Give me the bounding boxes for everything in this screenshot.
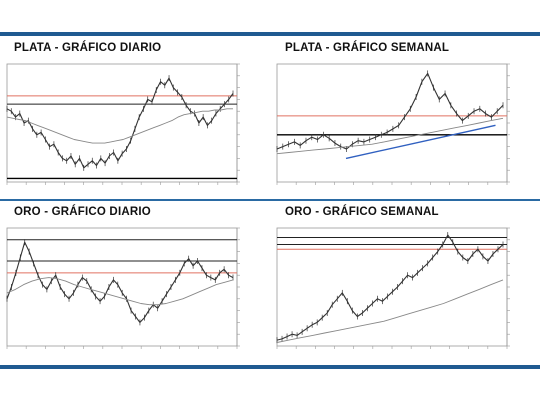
chart-oro-semanal (276, 227, 510, 349)
price-series-line (276, 234, 504, 341)
chart-title-plata-diario: PLATA - GRÁFICO DIARIO (14, 42, 162, 54)
trendline (345, 124, 496, 160)
price-series-line (276, 72, 504, 150)
chart-plata-diario (6, 63, 240, 185)
price-series-line (6, 77, 234, 169)
center-divider (0, 199, 540, 201)
chart-oro-diario (6, 227, 240, 349)
plot-area (6, 63, 238, 183)
price-series-line (6, 241, 234, 323)
plot-area (276, 63, 508, 183)
moving-average-line (276, 279, 504, 343)
top-rule (0, 32, 540, 36)
moving-average-line (276, 117, 504, 155)
chart-title-plata-semanal: PLATA - GRÁFICO SEMANAL (285, 42, 450, 54)
chart-title-oro-semanal: ORO - GRÁFICO SEMANAL (285, 206, 439, 218)
bottom-rule (0, 365, 540, 369)
plot-area (276, 227, 508, 347)
plot-area (6, 227, 238, 347)
moving-average-line (6, 108, 233, 144)
chart-plata-semanal (276, 63, 510, 185)
chart-title-oro-diario: ORO - GRÁFICO DIARIO (14, 206, 151, 218)
moving-average-line (6, 277, 234, 306)
